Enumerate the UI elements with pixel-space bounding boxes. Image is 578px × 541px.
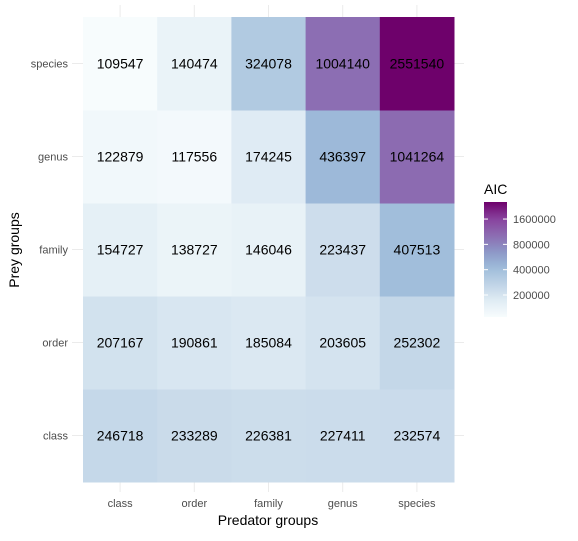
y-axis-ticks: class order family genus species	[31, 59, 69, 443]
cell-value-label: 109547	[97, 56, 144, 72]
y-tick-label: class	[43, 431, 69, 443]
cell-value-label: 203605	[319, 335, 366, 351]
cell-value-label: 207167	[97, 335, 144, 351]
x-axis-title: Predator groups	[218, 512, 318, 528]
x-tick-label: order	[181, 498, 207, 510]
y-tick-label: genus	[38, 152, 68, 164]
cell-value-label: 190861	[171, 335, 218, 351]
cell-value-label: 146046	[245, 242, 292, 258]
x-tick-label: species	[398, 498, 436, 510]
cell-value-label: 324078	[245, 56, 292, 72]
cell-value-label: 154727	[97, 242, 144, 258]
legend-tick-label: 400000	[513, 265, 550, 277]
x-tick-label: family	[254, 498, 283, 510]
y-tick-label: species	[31, 59, 69, 71]
cell-value-label: 2551540	[390, 56, 445, 72]
y-axis-title: Prey groups	[6, 212, 22, 287]
legend-title: AIC	[484, 181, 507, 197]
cell-value-label: 140474	[171, 56, 218, 72]
legend-tick-label: 200000	[513, 290, 550, 302]
cell-value-label: 233289	[171, 428, 218, 444]
cell-value-label: 223437	[319, 242, 366, 258]
y-tick-label: order	[42, 338, 68, 350]
cell-value-label: 117556	[171, 149, 217, 165]
cell-value-label: 246718	[97, 428, 144, 444]
cell-value-label: 174245	[245, 149, 292, 165]
legend: AIC 200000 400000 800000 1600000	[484, 181, 556, 317]
x-tick-label: genus	[328, 498, 358, 510]
cell-value-label: 252302	[394, 335, 441, 351]
cell-value-label: 407513	[394, 242, 441, 258]
cell-value-label: 1004140	[315, 56, 370, 72]
x-tick-label: class	[108, 498, 134, 510]
x-axis-ticks: class order family genus species	[108, 498, 436, 510]
legend-tick-label: 1600000	[513, 214, 556, 226]
cell-value-label: 1041264	[390, 149, 445, 165]
cell-value-label: 185084	[245, 335, 292, 351]
cell-value-label: 122879	[97, 149, 144, 165]
cell-value-label: 227411	[320, 428, 366, 444]
cell-value-label: 226381	[245, 428, 292, 444]
cell-value-label: 232574	[394, 428, 441, 444]
cell-value-label: 138727	[171, 242, 218, 258]
cell-value-label: 436397	[319, 149, 366, 165]
legend-tick-label: 800000	[513, 239, 550, 251]
y-tick-label: family	[39, 245, 68, 257]
